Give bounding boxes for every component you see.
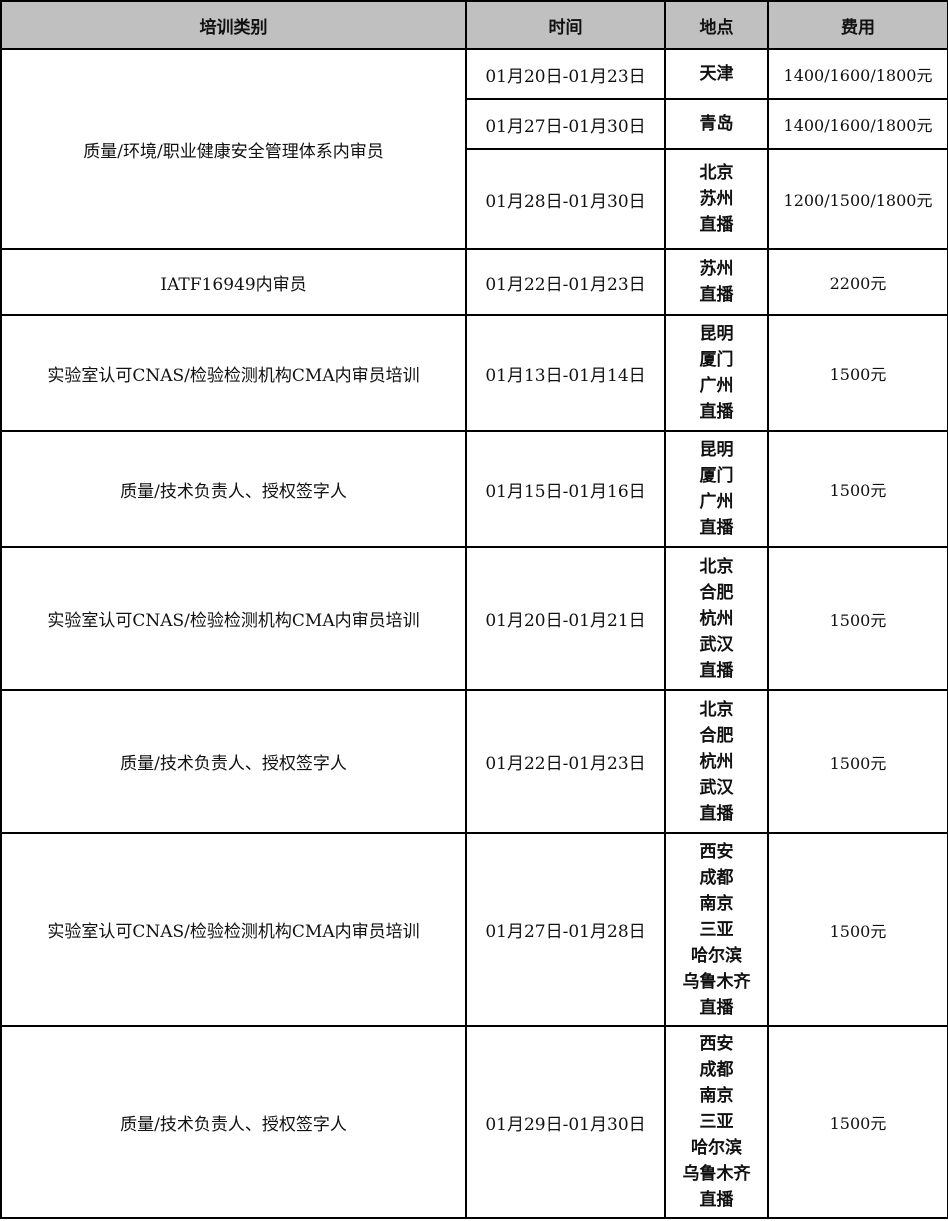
location-name: 厦门 — [699, 466, 734, 486]
location-name: 杭州 — [699, 608, 734, 629]
location-name: 苏州 — [699, 259, 734, 279]
fee-cell: 1200/1500/1800元 — [767, 148, 948, 250]
table-row: 质量/环境/职业健康安全管理体系内审员 01月20日-01月23日 天津 1400/1… — [0, 48, 948, 250]
fee-cell: 1500元 — [767, 314, 948, 432]
time-cell: 01月22日-01月23日 — [465, 248, 666, 316]
category-cell: 实验室认可CNAS/检验检测机构CMA内审员培训 — [0, 314, 467, 432]
location-name: 北京 — [699, 699, 734, 720]
location-name: 武汉 — [699, 634, 734, 655]
time-cell: 01月29日-01月30日 — [465, 1025, 666, 1219]
fee-cell: 1500元 — [767, 546, 948, 691]
location-name: 直播 — [699, 215, 734, 235]
location-name: 广州 — [699, 376, 734, 396]
time-cell: 01月20日-01月21日 — [465, 546, 666, 691]
location-name: 广州 — [699, 492, 734, 512]
location-name: 直播 — [699, 402, 734, 422]
time-cell: 01月28日-01月30日 — [465, 148, 666, 250]
location-name: 合肥 — [699, 582, 734, 603]
category-cell: 实验室认可CNAS/检验检测机构CMA内审员培训 — [0, 546, 467, 691]
table-row: IATF16949内审员 01月22日-01月23日 苏州 直播 2200元 — [0, 248, 948, 316]
category-cell: 质量/技术负责人、授权签字人 — [0, 1025, 467, 1219]
location-cell: 昆明 厦门 广州 直播 — [664, 430, 769, 548]
location-name: 三亚 — [699, 919, 734, 940]
header-fee: 费用 — [767, 0, 948, 50]
table-row: 01月27日-01月30日 青岛 1400/1600/1800元 — [1, 98, 948, 150]
location-name: 天津 — [699, 64, 734, 84]
time-cell: 01月13日-01月14日 — [465, 314, 666, 432]
category-cell: IATF16949内审员 — [0, 248, 467, 316]
header-category: 培训类别 — [0, 0, 467, 50]
location-name: 三亚 — [699, 1112, 734, 1132]
location-name: 青岛 — [699, 114, 734, 134]
location-name: 直播 — [699, 285, 734, 305]
fee-cell: 1400/1600/1800元 — [767, 48, 948, 100]
location-name: 昆明 — [699, 440, 734, 460]
location-cell: 天津 — [664, 48, 769, 100]
location-name: 哈尔滨 — [691, 1138, 742, 1158]
location-cell: 北京合肥杭州武汉直播 — [664, 689, 769, 834]
fee-cell: 1500元 — [767, 1025, 948, 1219]
location-cell: 北京合肥杭州武汉直播 — [664, 546, 769, 691]
location-name: 北京 — [699, 556, 734, 577]
fee-cell: 2200元 — [767, 248, 948, 316]
category-cell: 实验室认可CNAS/检验检测机构CMA内审员培训 — [0, 832, 467, 1027]
time-cell: 01月15日-01月16日 — [465, 430, 666, 548]
table-row: 实验室认可CNAS/检验检测机构CMA内审员培训 01月13日-01月14日 昆明厦… — [0, 314, 948, 432]
location-name: 直播 — [699, 803, 734, 824]
table-row: 实验室认可CNAS/检验检测机构CMA内审员培训 01月27日-01月28日 西安成… — [0, 832, 948, 1027]
location-name: 厦门 — [699, 350, 734, 370]
location-name: 南京 — [699, 893, 734, 914]
location-name: 哈尔滨 — [691, 945, 742, 966]
location-cell: 北京 苏州 直播 — [664, 148, 769, 250]
location-cell: 青岛 — [664, 98, 769, 150]
location-name: 武汉 — [699, 777, 734, 798]
location-name: 成都 — [699, 867, 734, 888]
fee-cell: 1500元 — [767, 430, 948, 548]
time-cell: 01月22日-01月23日 — [465, 689, 666, 834]
location-name: 直播 — [699, 1190, 734, 1210]
table-row: 质量/技术负责人、授权签字人 01月29日-01月30日 西安 成都 南京 三亚 哈尔滨 乌鲁… — [0, 1025, 948, 1219]
time-cell: 01月27日-01月28日 — [465, 832, 666, 1027]
location-name: 杭州 — [699, 751, 734, 772]
fee-cell: 1500元 — [767, 832, 948, 1027]
location-name: 直播 — [699, 997, 734, 1018]
category-cell: 质量/技术负责人、授权签字人 — [0, 689, 467, 834]
location-name: 直播 — [699, 518, 734, 538]
table-row: 实验室认可CNAS/检验检测机构CMA内审员培训 01月20日-01月21日 北京合… — [0, 546, 948, 691]
table-row: 质量/技术负责人、授权签字人 01月22日-01月23日 北京 合肥 杭州 武汉 直播 150… — [0, 689, 948, 834]
location-name: 昆明 — [699, 324, 734, 344]
fee-cell: 1400/1600/1800元 — [767, 98, 948, 150]
category-cell: 质量/环境/职业健康安全管理体系内审员 — [0, 48, 467, 250]
table-row: 质量/技术负责人、授权签字人 01月15日-01月16日 昆明 厦门 广州 直播 1500元 — [0, 430, 948, 548]
location-name: 西安 — [699, 841, 734, 862]
location-name: 合肥 — [699, 725, 734, 746]
header-location: 地点 — [664, 0, 769, 50]
time-cell: 01月20日-01月23日 — [465, 48, 666, 100]
time-cell: 01月27日-01月30日 — [465, 98, 666, 150]
category-cell: 质量/技术负责人、授权签字人 — [0, 430, 467, 548]
location-cell: 西安成都南京三亚哈尔滨乌鲁木齐直播 — [664, 832, 769, 1027]
header-row: 培训类别 时间 地点 费用 — [0, 0, 948, 50]
location-cell: 苏州 直播 — [664, 248, 769, 316]
location-name: 北京 — [699, 163, 734, 183]
location-cell: 昆明 厦门 广州 直播 — [664, 314, 769, 432]
location-name: 乌鲁木齐 — [682, 1164, 751, 1184]
fee-cell: 1500元 — [767, 689, 948, 834]
location-name: 乌鲁木齐 — [682, 971, 751, 992]
header-time: 时间 — [465, 0, 666, 50]
location-name: 直播 — [699, 660, 734, 681]
location-name: 西安 — [699, 1034, 734, 1054]
location-name: 成都 — [699, 1060, 734, 1080]
location-cell: 西安成都南京三亚哈尔滨乌鲁木齐直播 — [664, 1025, 769, 1219]
location-name: 南京 — [699, 1086, 734, 1106]
location-name: 苏州 — [699, 189, 734, 209]
table-row: 01月28日-01月30日 北京 苏州 直播 1200/1500/1800元 — [1, 148, 948, 250]
